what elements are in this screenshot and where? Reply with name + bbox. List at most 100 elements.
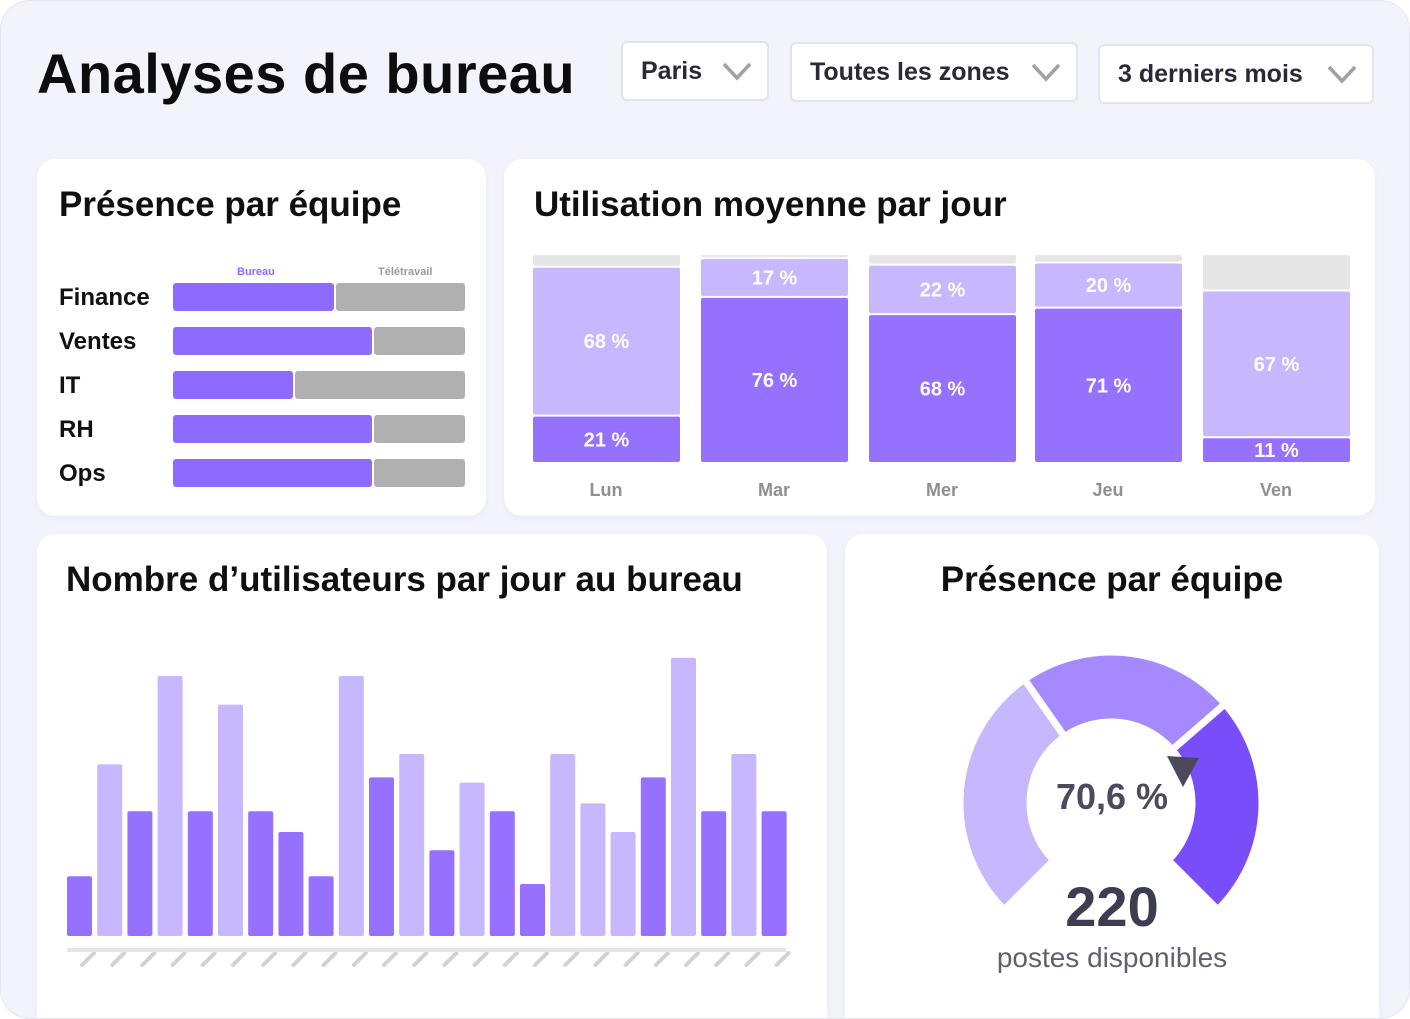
user-count-bar	[338, 676, 364, 936]
day-bar-remainder	[701, 255, 848, 258]
team-bar	[173, 459, 465, 487]
team-label: Finance	[59, 284, 150, 311]
x-tick-placeholder	[744, 951, 761, 967]
team-bar	[173, 415, 465, 443]
team-bar-remote	[374, 415, 465, 443]
day-bar-remainder	[869, 255, 1016, 264]
user-count-bar	[731, 754, 757, 936]
day-bottom-label: 76 %	[752, 370, 798, 392]
x-tick-placeholder	[442, 951, 459, 967]
day-label: Ven	[1259, 480, 1293, 500]
x-tick-placeholder	[110, 951, 127, 967]
x-tick-placeholder	[653, 951, 670, 967]
team-bar-office	[173, 459, 372, 487]
period-filter-label: 3 derniers mois	[1118, 59, 1303, 88]
day-bottom-label: 71 %	[1086, 375, 1132, 397]
user-count-bar	[157, 676, 183, 936]
day-bar-remainder	[1203, 255, 1350, 290]
user-count-bar	[97, 764, 123, 936]
gauge-card: Présence par équipe 70,6 % 220 postes di…	[845, 534, 1379, 1018]
team-label: Ops	[59, 460, 106, 487]
day-top-label: 17 %	[752, 267, 798, 289]
user-count-bar	[248, 811, 274, 936]
city-filter-label: Paris	[641, 56, 703, 85]
x-tick-placeholder	[231, 951, 247, 967]
team-presence-title: Présence par équipe	[59, 185, 402, 224]
x-tick-placeholder	[80, 951, 96, 967]
user-count-bar	[67, 876, 92, 936]
user-count-bar	[218, 704, 243, 936]
user-count-bar	[187, 811, 213, 936]
user-count-bar	[489, 811, 515, 936]
day-top-label: 68 %	[584, 331, 630, 353]
x-tick-placeholder	[533, 951, 549, 967]
user-count-bar	[761, 811, 787, 936]
city-filter-dropdown[interactable]: Paris	[621, 41, 769, 101]
team-bar-remote	[295, 371, 465, 399]
day-label: Lun	[589, 480, 623, 500]
day-bar-remainder	[1035, 255, 1182, 262]
gauge-segment-low	[956, 675, 1069, 914]
daily-usage-title: Utilisation moyenne par jour	[534, 185, 1007, 224]
day-top-label: 67 %	[1254, 354, 1300, 376]
team-bar-office	[173, 415, 372, 443]
team-bar	[173, 283, 465, 311]
x-tick-placeholder	[593, 951, 610, 967]
day-bar-top	[869, 265, 1016, 314]
user-count-bar	[308, 876, 334, 936]
gauge-chart	[956, 648, 1266, 914]
x-tick-placeholder	[714, 951, 731, 967]
day-bar-top	[701, 259, 848, 296]
zone-filter-dropdown[interactable]: Toutes les zones	[790, 42, 1078, 102]
team-bar-remote	[374, 327, 465, 355]
day-top-label: 20 %	[1086, 275, 1132, 297]
day-label: Mar	[757, 480, 790, 500]
day-bar-top	[533, 267, 680, 415]
day-bar-top	[1035, 263, 1182, 307]
user-count-bar	[610, 832, 636, 936]
user-count-bar	[278, 832, 304, 936]
x-tick-placeholder	[170, 951, 187, 967]
day-bar-remainder	[533, 255, 680, 266]
team-bar-remote	[336, 283, 465, 311]
x-tick-placeholder	[412, 951, 429, 967]
x-axis-line	[67, 948, 786, 952]
user-count-bar	[671, 657, 696, 936]
team-label: IT	[59, 372, 81, 399]
user-count-bar	[520, 884, 545, 936]
zone-filter-label: Toutes les zones	[810, 57, 1010, 86]
x-tick-placeholder	[261, 951, 278, 967]
x-tick-placeholder	[774, 951, 791, 967]
user-count-bar	[701, 811, 727, 936]
team-bar	[173, 371, 465, 399]
chevron-down-icon	[1327, 65, 1357, 84]
team-presence-card: Présence par équipe Bureau Télétravail F…	[37, 159, 486, 516]
x-tick-placeholder	[563, 951, 580, 967]
team-bar-office	[173, 371, 293, 399]
user-count-bar	[399, 754, 425, 936]
day-bar-bottom	[1035, 308, 1182, 462]
daily-usage-card: Utilisation moyenne par jour 68 % 21 % 17 …	[504, 159, 1375, 516]
user-count-bar	[369, 777, 394, 936]
team-bar-remote	[374, 459, 465, 487]
team-bar-office	[173, 283, 334, 311]
user-count-bar	[429, 850, 455, 936]
user-count-bar	[127, 811, 153, 936]
day-bar-bottom	[869, 315, 1016, 462]
period-filter-dropdown[interactable]: 3 derniers mois	[1098, 44, 1374, 104]
x-tick-placeholder	[140, 951, 157, 967]
day-label: Jeu	[1092, 480, 1124, 500]
team-label: RH	[59, 416, 94, 443]
page-title: Analyses de bureau	[37, 42, 576, 105]
x-tick-placeholder	[321, 951, 338, 967]
day-bar-bottom	[1203, 438, 1350, 462]
user-count-bar	[550, 754, 576, 936]
gauge-percent: 70,6 %	[1055, 776, 1169, 817]
x-tick-placeholder	[382, 951, 398, 967]
users-per-day-title: Nombre d’utilisateurs par jour au bureau	[66, 560, 743, 599]
user-count-bar	[640, 777, 666, 936]
day-bottom-label: 68 %	[920, 379, 966, 401]
x-tick-placeholder	[351, 951, 368, 967]
user-count-bar	[580, 803, 606, 936]
